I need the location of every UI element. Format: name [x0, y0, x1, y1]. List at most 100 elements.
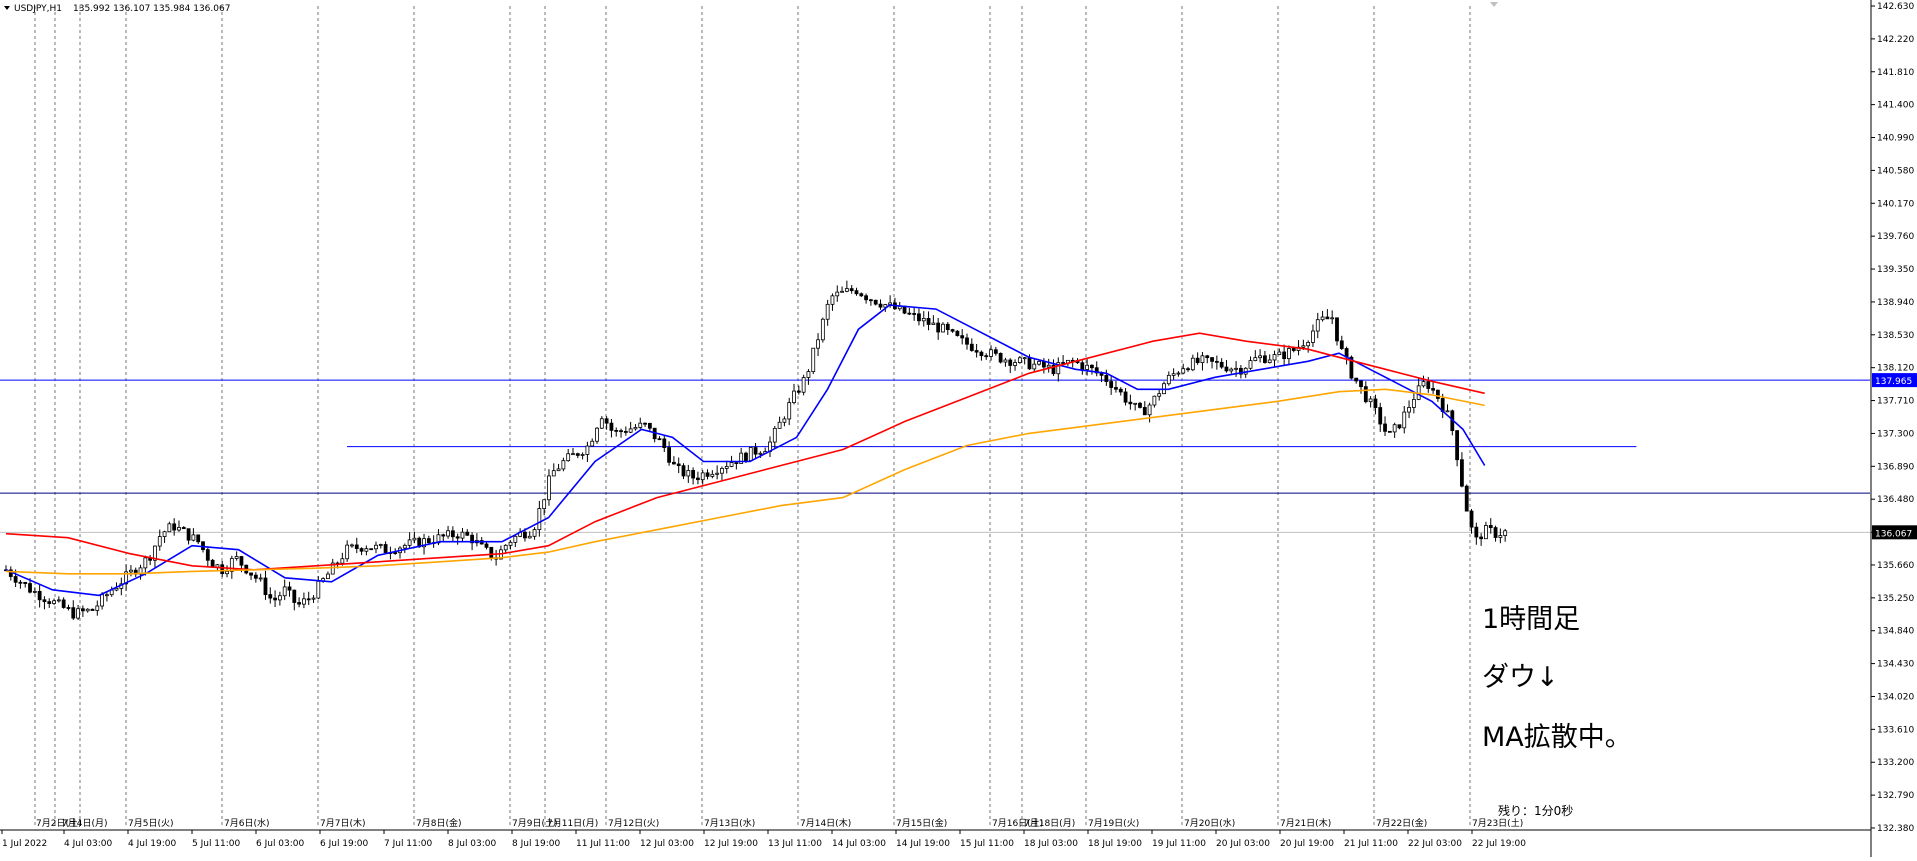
time-label: 12 Jul 03:00: [640, 839, 694, 849]
candle-body: [1301, 345, 1306, 348]
candle-body: [229, 558, 234, 572]
line-price-box: [1872, 373, 1917, 388]
candle-body: [840, 290, 844, 293]
time-label: 5 Jul 11:00: [192, 839, 241, 849]
countdown-timer: 残り：1分0秒: [1498, 804, 1573, 818]
candle-body: [13, 576, 18, 583]
candle-body: [1383, 423, 1387, 432]
time-label: 15 Jul 11:00: [960, 839, 1014, 849]
candle-body: [782, 418, 787, 423]
candle-body: [969, 343, 974, 351]
candle-body: [917, 313, 921, 322]
candle-body: [100, 594, 104, 607]
candle-body: [633, 427, 638, 430]
candle-body: [90, 608, 95, 611]
candle-body: [748, 447, 753, 462]
candle-body: [393, 552, 398, 554]
candle-body: [772, 427, 777, 443]
scroll-marker-icon[interactable]: [1490, 2, 1498, 7]
candle-body: [191, 534, 196, 541]
candle-body: [753, 447, 758, 455]
time-label: 20 Jul 19:00: [1280, 839, 1334, 849]
candle-body: [614, 429, 619, 432]
candle-body: [1272, 354, 1277, 361]
candle-body: [18, 581, 23, 584]
candle-body: [253, 574, 258, 579]
candle-body: [460, 531, 465, 539]
candle-body: [739, 452, 744, 464]
price-tick-label: 134.020: [1877, 692, 1914, 702]
candle-body: [1142, 407, 1147, 416]
candle-body: [422, 538, 426, 548]
candle-body: [1325, 316, 1330, 320]
price-tick-label: 138.940: [1877, 298, 1914, 308]
candle-body: [359, 548, 364, 552]
candle-body: [1190, 357, 1195, 371]
price-tick-label: 141.400: [1877, 101, 1914, 111]
candle-body: [105, 594, 109, 597]
time-label: 20 Jul 03:00: [1216, 839, 1270, 849]
candle-body: [1248, 360, 1253, 369]
candle-body: [888, 302, 893, 305]
candle-body: [657, 438, 662, 441]
candle-body: [647, 422, 652, 429]
candle-body: [1080, 362, 1085, 370]
candle-body: [186, 528, 191, 541]
candle-body: [696, 477, 700, 481]
price-tick-label: 134.430: [1877, 660, 1914, 670]
candle-body: [513, 535, 518, 543]
candle-body: [1090, 364, 1094, 369]
candle-body: [921, 318, 926, 322]
candle-body: [345, 544, 350, 560]
candle-body: [1455, 430, 1460, 461]
candle-body: [989, 349, 993, 357]
candle-body: [1460, 459, 1464, 487]
triangle-down-icon[interactable]: [4, 6, 10, 10]
candle-body: [450, 530, 455, 538]
candle-body: [984, 355, 989, 358]
price-tick-label: 137.300: [1877, 429, 1914, 439]
candle-body: [441, 534, 446, 537]
candle-body: [177, 527, 181, 531]
candle-body: [547, 475, 551, 501]
candle-body: [1147, 404, 1152, 416]
candle-body: [926, 318, 931, 325]
candle-body: [575, 453, 580, 456]
candle-body: [1503, 530, 1508, 536]
candle-body: [277, 595, 282, 601]
moving-average-1: [5, 304, 1486, 597]
price-tick-label: 140.580: [1877, 166, 1914, 176]
candle-body: [1152, 395, 1157, 406]
candle-body: [705, 472, 710, 477]
price-tick-label: 133.200: [1877, 758, 1914, 768]
candle-body: [350, 544, 354, 547]
date-label: 7月4日(月): [62, 818, 107, 829]
candle-body: [1435, 389, 1440, 399]
price-tick-label: 142.220: [1877, 35, 1914, 45]
candle-body: [1464, 485, 1469, 512]
candle-body: [1335, 317, 1339, 342]
candle-body: [1051, 364, 1056, 375]
candle-body: [172, 523, 177, 531]
time-label: 19 Jul 11:00: [1152, 839, 1206, 849]
candle-body: [686, 470, 691, 477]
candle-body: [1354, 377, 1359, 382]
candle-body: [153, 545, 157, 561]
candle-body: [1181, 368, 1186, 374]
time-label: 14 Jul 19:00: [896, 839, 950, 849]
time-label: 21 Jul 11:00: [1344, 839, 1398, 849]
candle-body: [1320, 316, 1325, 321]
candle-body: [551, 470, 556, 477]
date-label: 7月22日(金): [1376, 817, 1427, 829]
price-tick-label: 135.660: [1877, 561, 1914, 571]
price-tick-label: 139.760: [1877, 232, 1914, 242]
candle-body: [599, 418, 604, 429]
time-label: 22 Jul 03:00: [1408, 839, 1462, 849]
candle-body: [407, 539, 412, 546]
candle-body: [1469, 510, 1474, 528]
candle-body: [52, 600, 56, 604]
date-label: 7月15日(金): [896, 817, 947, 829]
time-label: 22 Jul 19:00: [1472, 839, 1526, 849]
